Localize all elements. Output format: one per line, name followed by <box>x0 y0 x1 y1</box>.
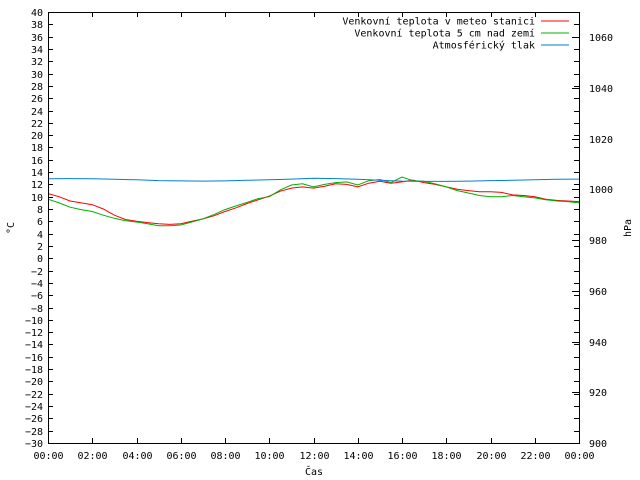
x-tick-label: 12:00 <box>299 451 329 462</box>
left-tick-label: 28 <box>31 82 43 93</box>
left-tick-label: 24 <box>31 107 43 118</box>
left-tick-label: −12 <box>25 328 43 339</box>
plot-frame <box>48 12 580 444</box>
left-tick-label: 26 <box>31 94 43 105</box>
left-tick-label: 0 <box>37 254 43 265</box>
right-tick-label: 1000 <box>589 185 613 196</box>
right-tick-label: 900 <box>589 439 607 450</box>
left-tick-label: −16 <box>25 353 43 364</box>
left-tick-label: −20 <box>25 377 43 388</box>
series-line-1 <box>47 179 580 225</box>
x-axis: 00:00 02:00 04:00 06:00 08:00 10:00 12:00 14:00… <box>33 12 595 462</box>
left-tick-label: 16 <box>31 156 43 167</box>
x-tick-label: 10:00 <box>254 451 284 462</box>
left-axis: −30−28−26−24−22−20−18−16−14−12−10−8−6−4−… <box>25 8 579 450</box>
left-tick-label: −18 <box>25 365 43 376</box>
x-axis-label: Čas <box>305 465 323 478</box>
left-tick-label: −4 <box>31 279 43 290</box>
right-tick-label: 1060 <box>589 33 613 44</box>
left-tick-label: 18 <box>31 143 43 154</box>
y-axis-label-left: °C <box>6 222 17 234</box>
legend-label-2: Venkovní teplota 5 cm nad zemí <box>354 28 535 40</box>
x-tick-label: 02:00 <box>77 451 107 462</box>
series-line-3 <box>47 177 580 182</box>
legend-label-3: Atmosférický tlak <box>433 40 535 52</box>
left-tick-label: −14 <box>25 340 43 351</box>
left-tick-label: 32 <box>31 57 43 68</box>
left-tick-label: 2 <box>37 242 43 253</box>
left-tick-label: −24 <box>25 402 43 413</box>
left-tick-label: 38 <box>31 20 43 31</box>
right-tick-label: 1020 <box>589 135 613 146</box>
right-tick-label: 1040 <box>589 84 613 95</box>
right-tick-label: 920 <box>589 388 607 399</box>
left-tick-label: 6 <box>37 217 43 228</box>
left-tick-label: 40 <box>31 8 43 19</box>
x-tick-label: 20:00 <box>476 451 506 462</box>
right-tick-label: 940 <box>589 338 607 349</box>
x-tick-label: 18:00 <box>431 451 461 462</box>
left-tick-label: −26 <box>25 414 43 425</box>
legend: Venkovní teplota v meteo staniciVenkovní… <box>342 16 569 52</box>
x-tick-label: 00:00 <box>33 451 63 462</box>
left-tick-label: 22 <box>31 119 43 130</box>
right-tick-label: 980 <box>589 236 607 247</box>
left-tick-label: −28 <box>25 427 43 438</box>
left-tick-label: 4 <box>37 230 43 241</box>
x-tick-label: 08:00 <box>210 451 240 462</box>
left-tick-label: 12 <box>31 180 43 191</box>
left-tick-label: −6 <box>31 291 43 302</box>
left-tick-label: 30 <box>31 70 43 81</box>
x-tick-label: 14:00 <box>343 451 373 462</box>
left-tick-label: 36 <box>31 33 43 44</box>
right-axis: 900 920 940 960 980 1000 1020 1040 1060 <box>572 33 613 450</box>
left-tick-label: −22 <box>25 390 43 401</box>
x-tick-label: 06:00 <box>166 451 196 462</box>
left-tick-label: 14 <box>31 168 43 179</box>
series-layer <box>47 176 580 227</box>
left-tick-label: −10 <box>25 316 43 327</box>
left-tick-label: 8 <box>37 205 43 216</box>
left-tick-label: −8 <box>31 304 43 315</box>
left-tick-label: 10 <box>31 193 43 204</box>
left-tick-label: 34 <box>31 45 43 56</box>
legend-label-1: Venkovní teplota v meteo stanici <box>342 16 535 28</box>
left-tick-label: −30 <box>25 439 43 450</box>
left-tick-label: −2 <box>31 267 43 278</box>
x-tick-label: 16:00 <box>387 451 417 462</box>
x-tick-label: 00:00 <box>564 451 594 462</box>
x-tick-label: 22:00 <box>520 451 550 462</box>
series-line-2 <box>47 176 580 227</box>
right-tick-label: 960 <box>589 287 607 298</box>
x-tick-label: 04:00 <box>122 451 152 462</box>
y-axis-label-right: hPa <box>623 219 634 237</box>
left-tick-label: 20 <box>31 131 43 142</box>
